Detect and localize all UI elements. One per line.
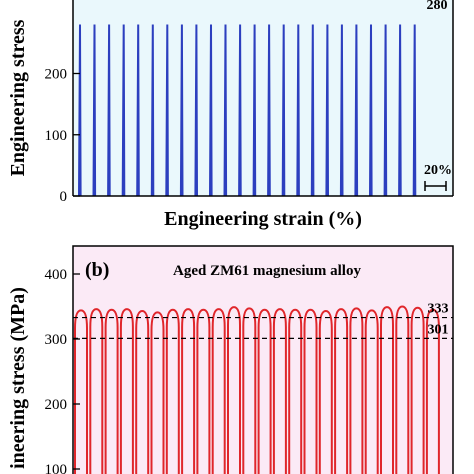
panel-b-cycle-line [119, 308, 134, 474]
panel-a: 0 100 200 280 20% Engineering stress Engin… [7, 0, 454, 230]
panel-b-y-tick-label: 200 [45, 397, 68, 413]
panel-b-cycle-line [334, 308, 349, 474]
panel-a-x-axis-title: Engineering strain (%) [164, 208, 362, 230]
panel-b: 100 200 300 400 (b) Aged ZM61 magnesium all… [7, 245, 454, 474]
panel-a-cycle-line [325, 24, 329, 197]
panel-a-cycle-line [92, 24, 97, 197]
panel-a-cycle-line [296, 24, 300, 197]
panel-b-cycle-line [288, 308, 303, 474]
panel-b-cycle-line [349, 307, 364, 474]
panel-b-cycle-line [257, 308, 272, 474]
panel-a-cycle-line [78, 24, 82, 197]
panel-b-cycle-line [165, 308, 180, 474]
panel-a-cycle-line [107, 24, 111, 197]
panel-b-cycle-line [364, 309, 379, 474]
panel-a-y-tick-label: 0 [60, 189, 68, 205]
panel-a-y-axis-title: Engineering stress [7, 19, 29, 176]
panel-b-series [74, 305, 440, 474]
panel-a-cycle-line [281, 24, 286, 197]
panel-a-level-label: 280 [427, 0, 448, 13]
panel-a-cycle-line [150, 24, 155, 197]
panel-b-y-tick-label: 100 [45, 462, 68, 474]
panel-a-cycle-line [412, 24, 417, 197]
panel-b-level-upper-label: 333 [428, 302, 449, 317]
panel-a-cycle-line [121, 24, 126, 197]
panel-a-cycle-line [136, 24, 140, 197]
panel-a-y-tick-label: 200 [45, 67, 68, 83]
panel-b-label: (b) [85, 259, 109, 281]
panel-b-cycle-line [89, 308, 104, 474]
panel-b-cycle-line [318, 309, 333, 474]
panel-b-cycle-line [211, 308, 226, 474]
panel-a-cycle-line [252, 24, 257, 197]
panel-b-cycle-line [410, 306, 425, 474]
panel-b-cycle-line [425, 308, 440, 474]
panel-a-plot-area [73, 0, 453, 196]
panel-a-y-tick-label: 100 [45, 128, 68, 144]
panel-a-cycle-line [194, 24, 198, 197]
panel-a-strain-scale-label: 20% [424, 163, 452, 178]
panel-a-cycle-line [267, 24, 271, 197]
panel-a-cycle-line [369, 24, 373, 197]
panel-b-y-ticks: 100 200 300 400 [45, 267, 80, 474]
panel-a-strain-scale-bar [424, 181, 447, 191]
panel-b-title: Aged ZM61 magnesium alloy [173, 263, 361, 279]
panel-b-cycle-line [74, 309, 88, 474]
panel-b-cycle-line [104, 308, 119, 474]
panel-b-cycle-line [272, 308, 287, 474]
panel-a-cycle-line [383, 24, 388, 197]
panel-a-cycle-line [238, 24, 242, 197]
panel-b-cycle-line [242, 307, 257, 474]
panel-b-cycle-line [303, 308, 318, 474]
panel-b-cycle-line [227, 306, 241, 474]
panel-b-frame [72, 245, 454, 474]
panel-b-y-axis-title: ineering stress (MPa) [7, 287, 29, 469]
panel-b-y-tick-label: 400 [45, 267, 68, 283]
panel-b-cycle-line [135, 309, 150, 474]
panel-b-level-lower-label: 301 [428, 322, 449, 337]
panel-a-y-ticks: 0 100 200 [45, 67, 80, 205]
panel-a-cycle-line [339, 24, 344, 197]
panel-a-cycle-line [310, 24, 315, 197]
panel-a-series [78, 24, 417, 197]
panel-a-cycle-line [179, 24, 184, 197]
panel-b-cycle-line [181, 308, 196, 474]
panel-a-cycle-line [398, 24, 402, 197]
panel-a-cycle-line [354, 24, 359, 197]
panel-a-cycle-line [209, 24, 213, 197]
panel-a-cycle-line [223, 24, 228, 197]
panel-a-cycle-line [165, 24, 169, 197]
panel-b-y-tick-label: 300 [45, 332, 68, 348]
panel-b-cycle-line [196, 308, 211, 474]
panel-b-cycle-line [150, 311, 165, 474]
panel-b-cycle-line [380, 306, 394, 474]
